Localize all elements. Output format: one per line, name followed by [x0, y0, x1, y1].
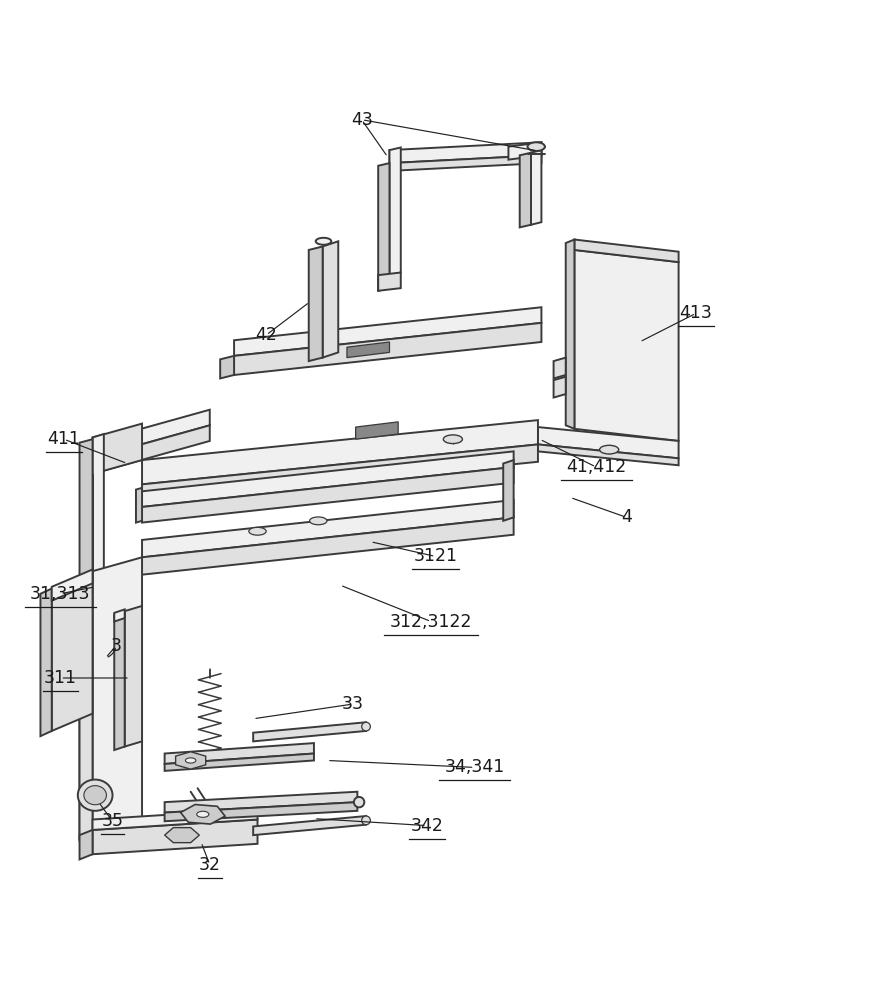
Polygon shape	[253, 722, 366, 741]
Text: 43: 43	[351, 111, 373, 129]
Ellipse shape	[197, 811, 209, 817]
Polygon shape	[165, 754, 314, 771]
Polygon shape	[92, 439, 104, 474]
Polygon shape	[79, 439, 92, 839]
Polygon shape	[104, 410, 210, 455]
Polygon shape	[389, 155, 542, 171]
Polygon shape	[538, 444, 679, 465]
Polygon shape	[136, 488, 142, 523]
Polygon shape	[92, 424, 142, 474]
Polygon shape	[574, 250, 679, 441]
Ellipse shape	[528, 142, 545, 151]
Polygon shape	[234, 307, 542, 356]
Polygon shape	[79, 830, 92, 859]
Polygon shape	[79, 571, 92, 840]
Polygon shape	[142, 467, 514, 523]
Polygon shape	[104, 425, 210, 470]
Polygon shape	[253, 816, 366, 835]
Ellipse shape	[599, 445, 618, 454]
Polygon shape	[92, 557, 142, 835]
Polygon shape	[142, 444, 538, 502]
Text: 3: 3	[111, 637, 121, 655]
Polygon shape	[509, 142, 542, 160]
Polygon shape	[378, 273, 401, 291]
Polygon shape	[389, 142, 542, 163]
Text: 4: 4	[621, 508, 632, 526]
Ellipse shape	[186, 758, 196, 763]
Text: 311: 311	[44, 669, 77, 687]
Polygon shape	[554, 358, 566, 378]
Polygon shape	[51, 569, 92, 601]
Polygon shape	[378, 163, 389, 291]
Text: 42: 42	[255, 326, 277, 344]
Polygon shape	[40, 589, 51, 736]
Polygon shape	[92, 434, 104, 590]
Polygon shape	[114, 609, 125, 622]
Text: 411: 411	[47, 430, 80, 448]
Ellipse shape	[249, 527, 267, 535]
Ellipse shape	[315, 238, 331, 245]
Polygon shape	[51, 571, 92, 731]
Text: 31,313: 31,313	[30, 585, 91, 603]
Polygon shape	[389, 148, 401, 275]
Ellipse shape	[361, 722, 370, 731]
Ellipse shape	[84, 786, 106, 805]
Ellipse shape	[443, 435, 463, 444]
Polygon shape	[531, 150, 542, 225]
Polygon shape	[355, 422, 398, 439]
Polygon shape	[554, 377, 566, 398]
Polygon shape	[347, 342, 389, 358]
Polygon shape	[165, 828, 199, 843]
Polygon shape	[322, 241, 338, 358]
Text: 342: 342	[410, 817, 443, 835]
Text: 34,341: 34,341	[444, 758, 504, 776]
Polygon shape	[114, 611, 125, 750]
Polygon shape	[566, 240, 574, 429]
Polygon shape	[234, 323, 542, 375]
Text: 32: 32	[199, 856, 220, 874]
Polygon shape	[165, 792, 357, 813]
Polygon shape	[180, 805, 225, 824]
Polygon shape	[165, 802, 357, 821]
Ellipse shape	[78, 780, 112, 811]
Polygon shape	[142, 420, 538, 484]
Polygon shape	[308, 246, 322, 361]
Text: 41,412: 41,412	[566, 458, 626, 476]
Polygon shape	[520, 153, 531, 227]
Text: 413: 413	[679, 304, 712, 322]
Polygon shape	[176, 752, 206, 769]
Text: 33: 33	[342, 695, 364, 713]
Ellipse shape	[354, 797, 364, 807]
Text: 3121: 3121	[414, 547, 457, 565]
Polygon shape	[220, 356, 234, 378]
Polygon shape	[574, 240, 679, 262]
Polygon shape	[165, 743, 314, 764]
Polygon shape	[538, 427, 679, 458]
Ellipse shape	[361, 816, 370, 825]
Text: 312,3122: 312,3122	[390, 613, 472, 631]
Polygon shape	[142, 451, 514, 507]
Polygon shape	[92, 809, 258, 830]
Polygon shape	[125, 606, 142, 747]
Polygon shape	[142, 517, 514, 575]
Polygon shape	[142, 500, 514, 557]
Text: 35: 35	[102, 812, 124, 830]
Polygon shape	[503, 460, 514, 521]
Ellipse shape	[309, 517, 327, 525]
Polygon shape	[92, 820, 258, 854]
